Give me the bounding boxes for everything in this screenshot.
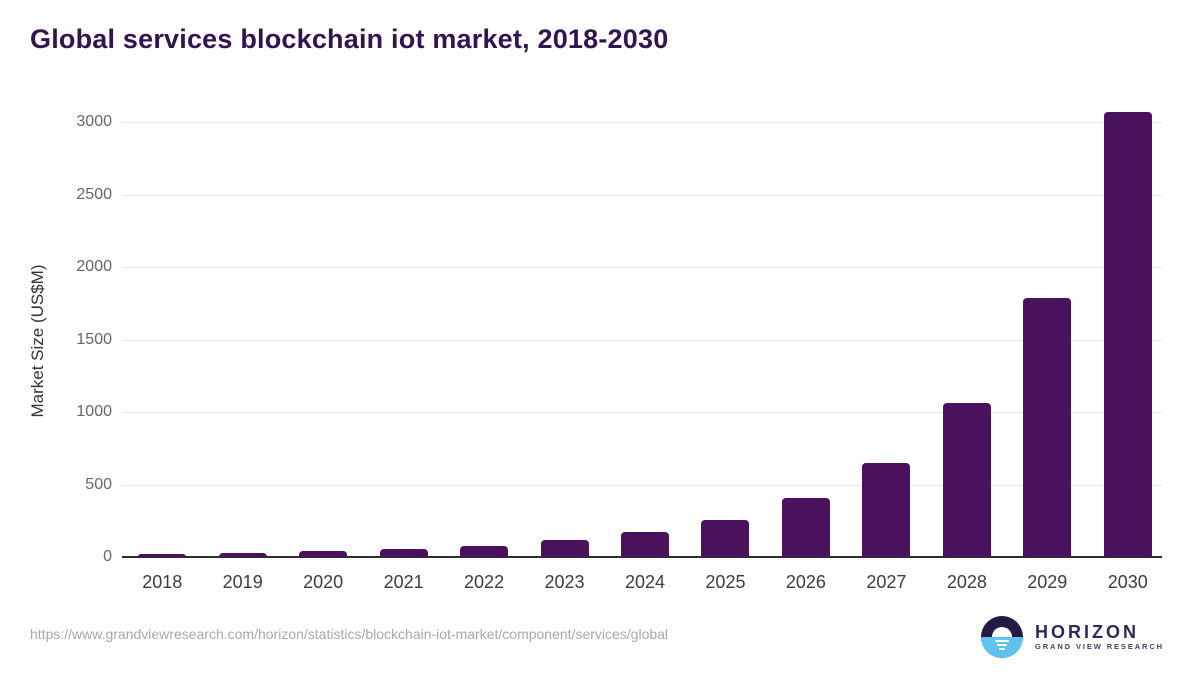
y-tick-label-1500: 1500 bbox=[76, 330, 112, 348]
source-url-text: https://www.grandviewresearch.com/horizo… bbox=[30, 626, 669, 642]
gridline-500 bbox=[122, 484, 1162, 486]
x-tick-label-2024: 2024 bbox=[624, 572, 666, 592]
bar-2025 bbox=[701, 519, 750, 557]
bar-2027 bbox=[862, 463, 911, 557]
gridline-1500 bbox=[122, 339, 1162, 341]
y-axis-title: Market Size (US$M) bbox=[28, 264, 47, 418]
x-tick-label-2028: 2028 bbox=[946, 572, 987, 592]
logo-brand-subtitle: GRAND VIEW RESEARCH bbox=[1034, 642, 1164, 651]
x-tick-label-2026: 2026 bbox=[785, 572, 826, 592]
bar-2026 bbox=[781, 498, 830, 557]
x-tick-label-2030: 2030 bbox=[1107, 572, 1148, 592]
bar-2023 bbox=[540, 540, 589, 557]
bar-2022 bbox=[460, 545, 509, 557]
bar-2018 bbox=[138, 553, 187, 557]
y-tick-label-0: 0 bbox=[103, 548, 112, 565]
chart-title: Global services blockchain iot market, 2… bbox=[30, 24, 669, 54]
logo-brand-name: HORIZON bbox=[1034, 622, 1139, 642]
horizon-logo: HORIZON GRAND VIEW RESEARCH bbox=[980, 616, 1164, 658]
horizon-logo-icon bbox=[980, 616, 1023, 658]
bar-2030 bbox=[1103, 112, 1152, 557]
gridline-1000 bbox=[122, 412, 1162, 413]
x-tick-label-2029: 2029 bbox=[1027, 572, 1068, 592]
y-tick-label-3000: 3000 bbox=[76, 113, 112, 130]
bar-2020 bbox=[299, 551, 348, 557]
bar-2019 bbox=[218, 552, 267, 557]
gridline-2500 bbox=[122, 194, 1162, 196]
y-tick-label-2000: 2000 bbox=[76, 258, 112, 275]
bar-2028 bbox=[942, 403, 991, 557]
x-tick-label-2023: 2023 bbox=[544, 572, 585, 592]
x-tick-label-2021: 2021 bbox=[383, 572, 424, 592]
x-tick-label-2019: 2019 bbox=[222, 572, 263, 592]
x-tick-label-2020: 2020 bbox=[303, 572, 344, 592]
x-tick-label-2025: 2025 bbox=[705, 572, 746, 592]
gridline-2000 bbox=[122, 267, 1162, 268]
x-tick-label-2022: 2022 bbox=[464, 572, 505, 592]
water-icon bbox=[980, 637, 1023, 658]
y-tick-label-500: 500 bbox=[85, 475, 112, 493]
gridline-3000 bbox=[122, 122, 1162, 123]
bar-2029 bbox=[1023, 298, 1072, 557]
bar-2024 bbox=[621, 531, 669, 557]
logo-text: HORIZON GRAND VIEW RESEARCH bbox=[1035, 622, 1164, 652]
x-axis-line bbox=[122, 556, 1162, 558]
y-tick-label-1000: 1000 bbox=[76, 403, 112, 420]
y-tick-label-2500: 2500 bbox=[76, 185, 112, 203]
x-tick-label-2018: 2018 bbox=[142, 572, 183, 592]
x-tick-label-2027: 2027 bbox=[866, 572, 907, 592]
bar-2021 bbox=[379, 549, 428, 557]
